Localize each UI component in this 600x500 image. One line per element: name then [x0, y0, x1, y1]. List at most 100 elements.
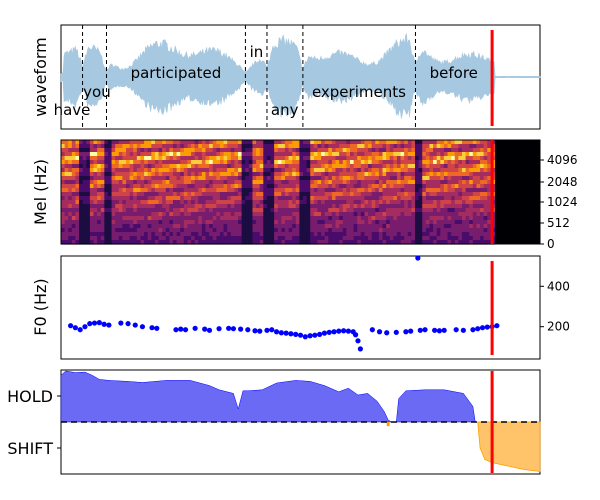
mel-cell: [191, 144, 196, 149]
mel-cell: [147, 240, 152, 245]
mel-cell: [274, 188, 279, 193]
mel-cell: [378, 192, 384, 197]
mel-cell: [198, 168, 203, 173]
mel-cell: [158, 188, 163, 193]
f0-point: [484, 324, 490, 330]
mel-cell: [122, 168, 127, 173]
mel-cell: [227, 208, 232, 213]
mel-cell: [357, 204, 362, 209]
mel-cell: [151, 188, 156, 193]
mel-cell: [317, 156, 322, 161]
mel-cell: [313, 144, 319, 149]
mel-cell: [140, 172, 145, 177]
mel-cell: [350, 188, 355, 193]
mel-cell: [451, 156, 456, 161]
mel-cell: [183, 200, 189, 205]
mel-cell: [382, 176, 387, 181]
mel-cell: [451, 192, 456, 197]
mel-cell: [277, 176, 282, 181]
mel-cell: [93, 208, 98, 213]
mel-cell: [144, 220, 149, 225]
mel-cell: [147, 188, 152, 193]
mel-cell: [140, 208, 145, 213]
mel-cell: [270, 228, 275, 233]
mel-cell: [313, 232, 319, 237]
mel-cell: [407, 220, 413, 225]
mel-cell: [191, 228, 196, 233]
mel-cell: [165, 232, 170, 237]
mel-cell: [104, 196, 109, 201]
mel-cell: [458, 200, 463, 205]
mel-cell: [71, 176, 77, 181]
mel-cell: [209, 224, 214, 229]
mel-cell: [393, 164, 398, 169]
mel-cell: [245, 180, 250, 185]
mel-cell: [342, 176, 347, 181]
mel-cell: [93, 216, 98, 221]
mel-cell: [404, 172, 409, 177]
mel-cell: [270, 212, 275, 217]
mel-cell: [447, 192, 452, 197]
mel-cell: [422, 232, 427, 237]
mel-cell: [230, 192, 235, 197]
mel-cell: [263, 184, 268, 189]
mel-cell: [487, 224, 492, 229]
mel-cell: [75, 148, 80, 153]
mel-cell: [183, 144, 189, 149]
mel-cell: [248, 196, 254, 201]
mel-cell: [465, 224, 470, 229]
mel-cell: [389, 168, 394, 173]
mel-cell: [353, 208, 358, 213]
mel-cell: [454, 172, 459, 177]
mel-cell: [198, 220, 203, 225]
mel-cell: [252, 212, 257, 217]
mel-cell: [295, 156, 301, 161]
mel-cell: [223, 224, 228, 229]
mel-cell: [331, 204, 337, 209]
mel-cell: [259, 168, 264, 173]
mel-cell: [165, 172, 170, 177]
mel-cell: [277, 172, 282, 177]
mel-cell: [350, 216, 355, 221]
mel-cell: [194, 192, 199, 197]
mel-cell: [411, 176, 416, 181]
mel-cell: [454, 188, 459, 193]
mel-cell: [284, 196, 290, 201]
mel-cell: [382, 184, 387, 189]
mel-cell: [386, 200, 391, 205]
mel-cell: [212, 228, 217, 233]
mel-cell: [378, 196, 384, 201]
mel-cell: [122, 196, 127, 201]
mel-cell: [198, 204, 203, 209]
mel-cell: [172, 232, 178, 237]
mel-cell: [368, 188, 373, 193]
mel-cell: [313, 152, 319, 157]
mel-cell: [248, 176, 254, 181]
mel-cell: [107, 208, 113, 213]
mel-cell: [227, 196, 232, 201]
mel-cell: [454, 216, 459, 221]
mel-cell: [389, 176, 394, 181]
mel-cell: [270, 172, 275, 177]
mel-cell: [122, 200, 127, 205]
mel-cell: [75, 232, 80, 237]
mel-cell: [129, 188, 134, 193]
mel-cell: [259, 180, 264, 185]
mel-cell: [440, 208, 445, 213]
mel-cell: [61, 140, 66, 145]
mel-cell: [295, 240, 301, 245]
mel-cell: [111, 180, 116, 185]
mel-cell: [422, 156, 427, 161]
mel-cell: [248, 200, 254, 205]
f0-point: [67, 323, 74, 329]
mel-cell: [169, 236, 174, 241]
mel-cell: [256, 228, 261, 233]
mel-cell: [461, 220, 467, 225]
mel-cell: [118, 168, 124, 173]
mel-cell: [97, 212, 102, 217]
mel-cell: [472, 196, 478, 201]
mel-cell: [180, 188, 185, 193]
mel-cell: [411, 208, 416, 213]
mel-cell: [104, 148, 109, 153]
mel-cell: [350, 192, 355, 197]
